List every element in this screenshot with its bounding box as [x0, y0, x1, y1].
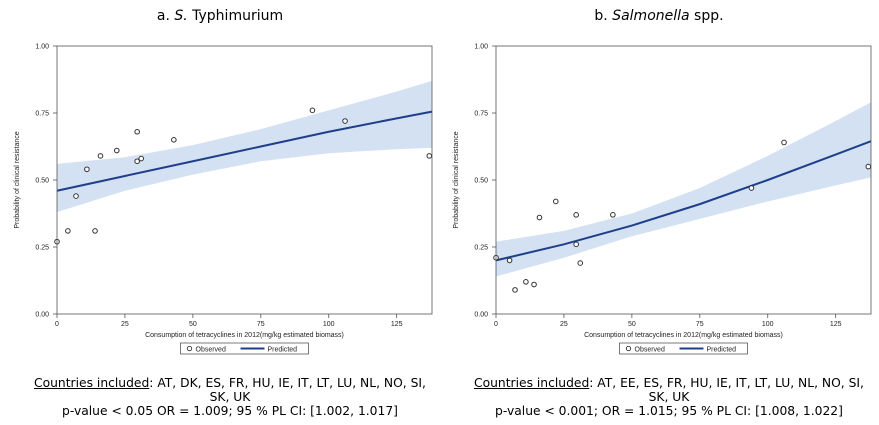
observed-point — [506, 257, 513, 264]
x-tick-label: 125 — [830, 321, 842, 328]
y-tick-label: 0.50 — [35, 178, 49, 185]
observed-point — [342, 118, 348, 124]
x-axis-label: Consumption of tetracyclines in 2012(mg/… — [145, 332, 344, 339]
x-tick-label: 100 — [323, 321, 335, 328]
observed-point — [138, 155, 145, 162]
x-tick-label: 100 — [762, 321, 774, 328]
x-tick-label: 0 — [55, 321, 59, 328]
x-tick-label: 125 — [391, 321, 403, 328]
confidence-band — [496, 102, 871, 277]
panel-a-countries-label: Countries included — [34, 376, 150, 390]
confidence-band — [57, 80, 432, 213]
panel-b-countries-label: Countries included — [474, 376, 590, 390]
observed-point — [748, 185, 755, 191]
x-axis-label: Consumption of tetracyclines in 2012(mg/… — [584, 332, 783, 339]
y-tick-label: 1.00 — [35, 44, 49, 51]
legend-observed-marker — [186, 345, 193, 352]
x-tick-label: 25 — [560, 321, 568, 328]
panel-b-title-prefix: b. — [594, 8, 613, 24]
observed-point — [92, 228, 98, 234]
legend-predicted-label: Predicted — [707, 346, 737, 353]
panel-a-title-italic: S. — [174, 8, 188, 24]
legend: Observed Predicted — [180, 342, 309, 355]
observed-point — [781, 139, 787, 146]
panel-a-title-prefix: a. — [156, 8, 175, 24]
panel-b-caption: Countries included: AT, EE, ES, FR, HU, … — [469, 376, 869, 418]
y-tick-label: 0.25 — [474, 245, 488, 252]
observed-point — [573, 212, 579, 218]
panel-a-title-suffix: Typhimurium — [187, 8, 284, 24]
panel-a-countries: : AT, DK, ES, FR, HU, IE, IT, LT, LU, NL… — [149, 376, 426, 404]
observed-point — [113, 147, 120, 154]
observed-point — [134, 128, 140, 135]
y-tick-label: 0.75 — [474, 111, 488, 118]
legend-observed-label: Observed — [196, 346, 226, 353]
observed-point — [610, 212, 616, 218]
panel-b: b. Salmonella spp. 0.00 0.25 0.50 0.75 1.00 0… — [439, 0, 879, 425]
y-tick-label: 1.00 — [474, 44, 488, 51]
observed-point — [577, 260, 584, 266]
observed-point — [65, 228, 71, 234]
observed-point — [97, 153, 104, 159]
x-tick-label: 25 — [121, 321, 129, 328]
x-tick-label: 0 — [494, 321, 498, 328]
observed-point — [552, 198, 559, 205]
x-tick-label: 50 — [189, 321, 197, 328]
panel-b-title-italic: Salmonella — [612, 8, 690, 24]
legend-predicted-label: Predicted — [268, 346, 298, 353]
panel-b-countries: : AT, EE, ES, FR, HU, IE, IT, LT, LU, NL… — [589, 376, 864, 404]
legend-observed-marker — [625, 345, 632, 352]
legend: Observed Predicted — [619, 342, 748, 355]
panel-b-title: b. Salmonella spp. — [439, 8, 879, 24]
chart-a: 0.00 0.25 0.50 0.75 1.00 0 25 50 75 100 125 Consump… — [14, 44, 433, 355]
observed-point — [865, 163, 872, 170]
observed-point — [523, 279, 529, 285]
x-tick-label: 75 — [696, 321, 704, 328]
panel-a: a. S. Typhimurium 0.00 0.25 0.50 0.75 1.00 0 2… — [0, 8, 440, 418]
y-tick-label: 0.50 — [474, 178, 488, 185]
panel-b-title-suffix: spp. — [689, 8, 724, 24]
predicted-line — [495, 140, 872, 262]
legend-observed-label: Observed — [635, 346, 665, 353]
observed-point — [171, 137, 177, 143]
observed-point — [573, 241, 579, 248]
panel-a-title: a. S. Typhimurium — [0, 8, 440, 24]
observed-point — [531, 281, 537, 288]
y-axis-label: Probability of clinical resistance — [453, 131, 460, 228]
observed-point — [512, 287, 518, 293]
panel-a-stats: p-value < 0.05 OR = 1.009; 95 % PL CI: [… — [62, 404, 398, 418]
chart-b: 0.00 0.25 0.50 0.75 1.00 0 25 50 75 100 125 Consump… — [453, 44, 872, 355]
panel-b-stats: p-value < 0.001; OR = 1.015; 95 % PL CI:… — [495, 404, 843, 418]
observed-point — [84, 166, 90, 173]
x-tick-label: 50 — [628, 321, 636, 328]
observed-point — [426, 153, 433, 159]
panel-a-caption: Countries included: AT, DK, ES, FR, HU, … — [30, 376, 430, 418]
y-tick-label: 0.00 — [35, 312, 49, 319]
observed-point — [73, 193, 79, 199]
y-axis-label: Probability of clinical resistance — [14, 131, 21, 228]
y-tick-label: 0.00 — [474, 312, 488, 319]
observed-point — [134, 158, 140, 165]
predicted-line — [56, 110, 433, 192]
x-tick-label: 75 — [257, 321, 265, 328]
y-tick-label: 0.75 — [35, 111, 49, 118]
observed-point — [309, 107, 316, 114]
y-tick-label: 0.25 — [35, 245, 49, 252]
observed-point — [536, 214, 543, 221]
